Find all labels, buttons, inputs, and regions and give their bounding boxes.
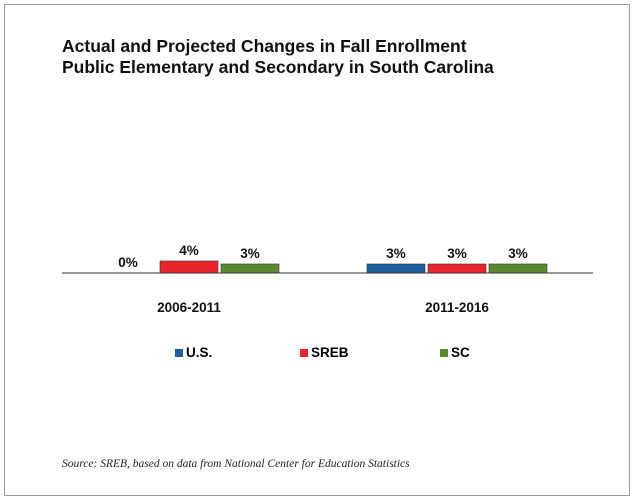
legend-item-us: U.S. — [175, 345, 212, 360]
legend: U.S. SREB SC — [0, 345, 636, 365]
chart-frame — [4, 4, 630, 496]
category-label-2011-2016: 2011-2016 — [425, 300, 489, 315]
chart-title-line-1: Actual and Projected Changes in Fall Enr… — [62, 36, 467, 56]
chart-title: Actual and Projected Changes in Fall Enr… — [62, 36, 494, 78]
data-label-sc-2006-2011: 3% — [240, 246, 260, 261]
legend-label: SREB — [311, 345, 349, 360]
legend-label: SC — [451, 345, 470, 360]
category-label-2006-2011: 2006-2011 — [157, 300, 221, 315]
legend-item-sc: SC — [440, 345, 470, 360]
legend-swatch — [300, 348, 308, 357]
legend-label: U.S. — [186, 345, 213, 360]
legend-swatch — [440, 348, 448, 357]
legend-item-sreb: SREB — [300, 345, 349, 360]
bar-sreb-2011-2016 — [427, 263, 487, 274]
data-label-us-2011-2016: 3% — [386, 246, 406, 261]
bar-sc-2011-2016 — [488, 263, 548, 274]
data-label-sreb-2011-2016: 3% — [447, 246, 467, 261]
bar-sc-2006-2011 — [220, 263, 280, 274]
legend-swatch — [175, 348, 183, 357]
bar-sreb-2006-2011 — [159, 260, 219, 274]
chart-title-line-2: Public Elementary and Secondary in South… — [62, 57, 494, 77]
source-note: Source: SREB, based on data from Nationa… — [62, 458, 410, 470]
data-label-sc-2011-2016: 3% — [508, 246, 528, 261]
bar-us-2011-2016 — [366, 263, 426, 274]
data-label-sreb-2006-2011: 4% — [179, 243, 199, 258]
data-label-us-2006-2011: 0% — [118, 255, 138, 270]
